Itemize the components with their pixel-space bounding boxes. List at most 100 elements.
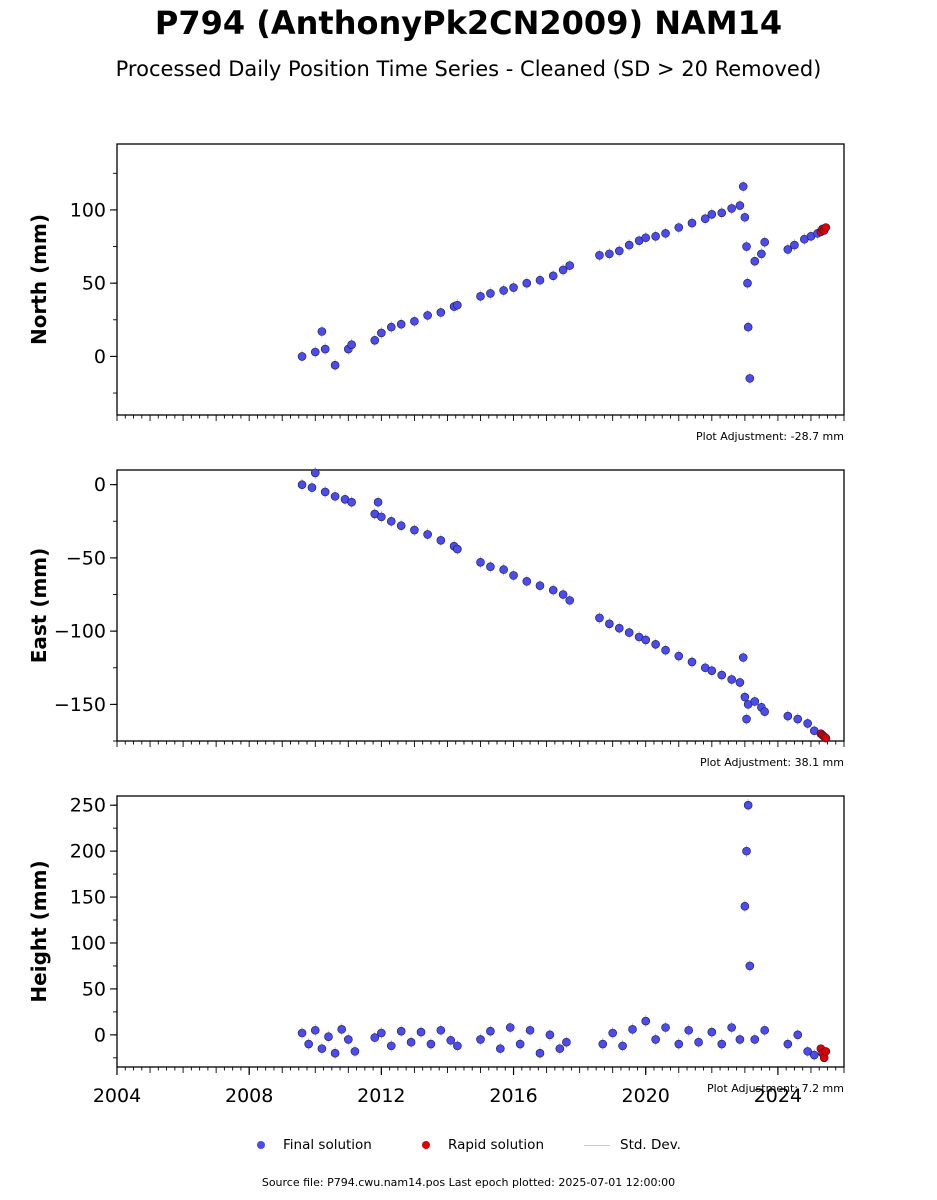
final-solution-point: [525, 1025, 535, 1035]
final-solution-point: [505, 1023, 515, 1032]
final-solution-point: [370, 335, 380, 345]
final-solution-point: [740, 692, 750, 702]
final-solution-point: [320, 344, 330, 354]
final-solution-point: [735, 678, 745, 687]
legend-item-rapid: Rapid solution: [422, 1137, 544, 1153]
final-solution-point: [707, 210, 717, 219]
final-solution-point: [297, 352, 307, 361]
rapid-solution-point: [821, 1047, 831, 1056]
final-solution-point: [410, 316, 419, 326]
y-tick-label: 0: [94, 1024, 106, 1046]
y-tick-label: 0: [94, 474, 106, 496]
final-solution-point: [377, 1028, 386, 1038]
final-solution-point: [624, 240, 634, 250]
final-solution-point: [423, 530, 432, 539]
final-solution-point: [386, 322, 396, 332]
final-solution-point: [496, 1044, 505, 1053]
legend-item-std: Std. Dev.: [584, 1137, 681, 1153]
final-solution-point: [396, 1026, 406, 1036]
plot-adjustment-note: Plot Adjustment: 7.2 mm: [707, 1082, 844, 1095]
final-solution-point: [793, 1030, 803, 1040]
final-solution-point: [757, 249, 766, 259]
final-solution-point: [595, 613, 604, 623]
final-solution-point: [476, 292, 485, 301]
final-solution-point: [743, 322, 753, 332]
final-solution-point: [562, 1037, 571, 1047]
final-solution-point: [793, 714, 803, 724]
final-solution-point: [558, 590, 568, 599]
final-solution-point: [803, 719, 812, 728]
final-solution-point: [499, 565, 508, 574]
final-solution-point: [641, 635, 651, 645]
final-solution-point: [674, 651, 684, 661]
final-solution-point: [548, 585, 558, 595]
final-solution-point: [651, 231, 660, 241]
final-solution-point: [742, 846, 751, 856]
final-solution-point: [522, 577, 532, 586]
final-solution-point: [624, 628, 634, 637]
y-axis-label: East (mm): [27, 548, 51, 664]
final-solution-point: [307, 483, 317, 492]
x-tick-label: 2020: [622, 1085, 670, 1107]
final-solution-point: [783, 245, 793, 254]
final-solution-point: [700, 214, 710, 224]
final-solution-point: [436, 536, 446, 545]
final-solution-point: [344, 1035, 353, 1044]
final-solution-point: [760, 1025, 769, 1035]
final-solution-point: [453, 300, 462, 310]
final-solution-point: [651, 1035, 660, 1044]
final-solution-point: [605, 619, 614, 629]
final-solution-point: [707, 666, 717, 675]
final-solution-point: [406, 1037, 416, 1047]
final-solution-point: [320, 487, 330, 497]
std-dev-line-icon: [584, 1144, 610, 1146]
y-tick-label: 100: [70, 932, 106, 954]
final-solution-point: [377, 512, 386, 522]
final-solution-point: [738, 653, 748, 662]
final-solution-point: [717, 208, 727, 218]
rapid-solution-point: [821, 223, 831, 232]
final-solution-point: [783, 1039, 793, 1049]
legend-label-final: Final solution: [283, 1137, 372, 1153]
final-solution-point: [674, 223, 684, 232]
plot-frame: [116, 469, 845, 742]
y-tick-label: 50: [82, 273, 106, 295]
final-solution-point: [707, 1027, 717, 1037]
final-solution-point: [486, 1026, 495, 1036]
final-solution-point: [742, 714, 751, 724]
final-solution-point: [337, 1025, 347, 1034]
final-solution-point: [750, 256, 760, 266]
y-tick-label: 50: [82, 978, 106, 1000]
final-solution-point: [416, 1027, 426, 1037]
final-solution-point: [499, 286, 508, 295]
legend-item-final: Final solution: [257, 1137, 372, 1153]
final-solution-point: [743, 800, 753, 810]
final-solution-point: [373, 497, 383, 507]
final-solution-point: [743, 278, 752, 288]
final-solution-point: [750, 697, 760, 706]
final-solution-point: [446, 1036, 456, 1045]
final-solution-point: [317, 1044, 327, 1053]
final-solution-point: [386, 1041, 396, 1051]
final-solution-point: [558, 265, 568, 275]
final-solution-point: [347, 497, 356, 507]
final-solution-point: [598, 1039, 608, 1049]
final-solution-point: [684, 1025, 693, 1035]
final-solution-point: [565, 261, 575, 270]
final-solution-point: [310, 468, 320, 478]
final-solution-point: [750, 1035, 760, 1044]
final-solution-point: [717, 1039, 727, 1049]
y-tick-label: 0: [94, 346, 106, 368]
final-solution-point: [509, 283, 518, 292]
y-tick-label: −150: [54, 694, 106, 716]
final-solution-point: [694, 1037, 703, 1047]
final-solution-point: [386, 516, 396, 526]
rapid-solution-point: [821, 733, 831, 743]
y-tick-label: 250: [70, 795, 106, 817]
final-solution-point: [641, 1016, 651, 1026]
final-solution-point: [324, 1032, 333, 1041]
final-solution-point: [661, 1023, 670, 1032]
plot-adjustment-note: Plot Adjustment: -28.7 mm: [696, 430, 844, 443]
final-solution-point: [453, 1041, 462, 1051]
final-solution-point: [661, 645, 670, 655]
